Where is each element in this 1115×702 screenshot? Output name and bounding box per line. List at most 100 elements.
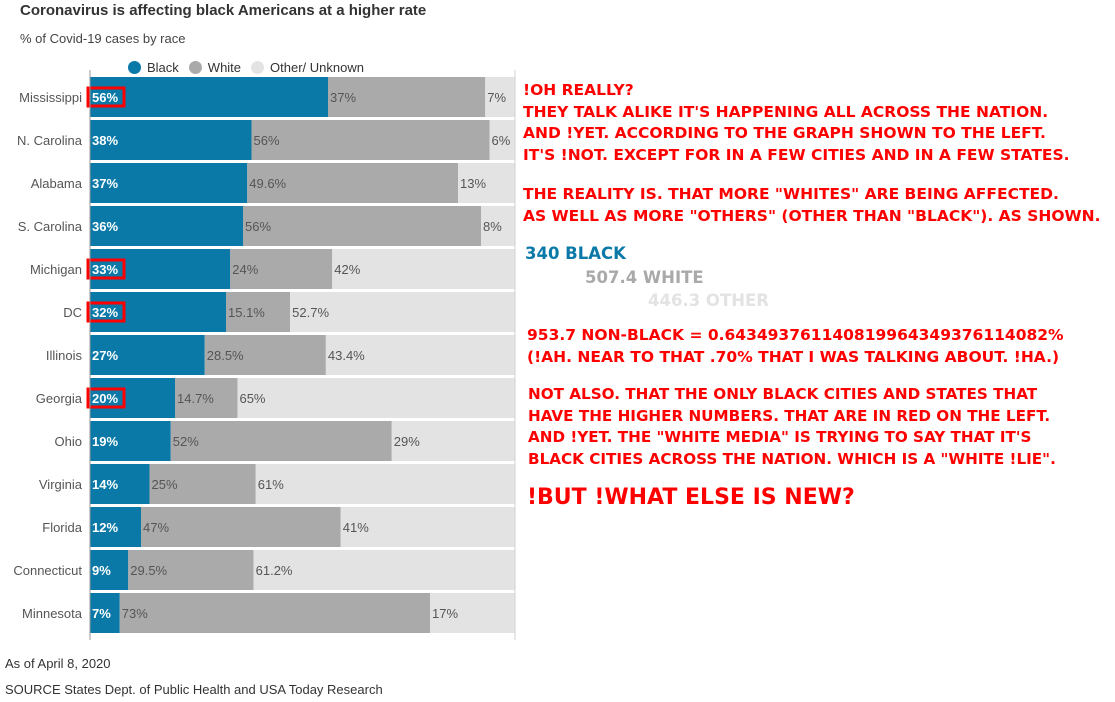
bar-white-n-carolina — [251, 120, 490, 160]
bar-black-alabama — [90, 163, 248, 203]
stat-black: 340 BLACK — [525, 244, 626, 263]
data-label-black-illinois: 27% — [92, 348, 118, 363]
bar-white-florida — [141, 507, 341, 547]
stat-other: 446.3 OTHER — [648, 291, 770, 310]
data-label-other-georgia: 65% — [239, 391, 265, 406]
data-label-other-virginia: 61% — [258, 477, 284, 492]
data-label-black-mississippi: 56% — [92, 90, 118, 105]
chart-title: Coronavirus is affecting black Americans… — [20, 2, 427, 19]
bar-other-connecticut — [253, 550, 515, 590]
bar-other-michigan — [332, 249, 515, 289]
bar-other-n-carolina — [489, 120, 515, 160]
bar-white-alabama — [247, 163, 459, 203]
bar-black-connecticut — [90, 550, 129, 590]
data-label-white-dc: 15.1% — [228, 305, 265, 320]
data-label-black-florida: 12% — [92, 520, 118, 535]
data-label-other-mississippi: 7% — [487, 90, 506, 105]
data-label-other-connecticut: 61.2% — [256, 563, 293, 578]
data-label-white-alabama: 49.6% — [249, 176, 286, 191]
data-label-black-n-carolina: 38% — [92, 133, 118, 148]
legend-item-white: White — [188, 59, 242, 75]
category-label-dc: DC — [63, 305, 82, 320]
annotation-closing: !BUT !WHAT ELSE IS NEW? — [527, 485, 855, 510]
category-label-mississippi: Mississippi — [19, 90, 82, 105]
data-label-white-s-carolina: 56% — [245, 219, 271, 234]
bar-white-ohio — [170, 421, 392, 461]
data-label-other-michigan: 42% — [334, 262, 360, 277]
legend-swatch-other — [251, 60, 265, 74]
bar-white-georgia — [175, 378, 238, 418]
bar-black-mississippi — [90, 77, 328, 117]
data-label-other-ohio: 29% — [394, 434, 420, 449]
bar-black-georgia — [90, 378, 175, 418]
category-label-s-carolina: S. Carolina — [18, 219, 83, 234]
highlight-box-georgia — [86, 387, 126, 409]
data-label-black-minnesota: 7% — [92, 606, 111, 621]
legend-swatch-black — [128, 60, 141, 74]
category-label-virginia: Virginia — [39, 477, 83, 492]
category-label-michigan: Michigan — [30, 262, 82, 277]
bar-white-minnesota — [119, 593, 430, 633]
category-label-minnesota: Minnesota — [22, 606, 83, 621]
legend-label-white: White — [207, 59, 242, 75]
bar-white-dc — [226, 292, 291, 332]
data-label-black-virginia: 14% — [92, 477, 118, 492]
annotation-block-1: !OH REALLY? THEY TALK ALIKE IT'S HAPPENI… — [523, 81, 1070, 164]
data-label-black-s-carolina: 36% — [92, 219, 118, 234]
bar-other-florida — [340, 507, 515, 547]
annotation-block-2: THE REALITY IS. THAT MORE "WHITES" ARE B… — [523, 185, 1101, 225]
bar-other-georgia — [237, 378, 515, 418]
bar-black-illinois — [90, 335, 205, 375]
data-label-black-alabama: 37% — [92, 176, 118, 191]
bar-other-virginia — [255, 464, 515, 504]
data-label-other-s-carolina: 8% — [483, 219, 502, 234]
bar-black-dc — [90, 292, 226, 332]
data-label-other-alabama: 13% — [460, 176, 486, 191]
bar-white-illinois — [204, 335, 326, 375]
annotation-block-3-line-2: (!AH. NEAR TO THAT .70% THAT I WAS TALKI… — [527, 348, 1060, 366]
data-label-white-mississippi: 37% — [330, 90, 356, 105]
bar-other-minnesota — [430, 593, 515, 633]
data-label-black-georgia: 20% — [92, 391, 118, 406]
data-label-white-illinois: 28.5% — [207, 348, 244, 363]
data-label-white-virginia: 25% — [152, 477, 178, 492]
legend-item-other: Other/ Unknown — [251, 60, 364, 75]
footer-date: As of April 8, 2020 — [5, 656, 111, 671]
category-label-georgia: Georgia — [36, 391, 83, 406]
data-label-white-michigan: 24% — [232, 262, 258, 277]
data-label-other-n-carolina: 6% — [492, 133, 511, 148]
data-label-other-dc: 52.7% — [292, 305, 329, 320]
bar-white-connecticut — [128, 550, 254, 590]
data-label-white-connecticut: 29.5% — [130, 563, 167, 578]
data-label-white-georgia: 14.7% — [177, 391, 214, 406]
category-label-n-carolina: N. Carolina — [17, 133, 83, 148]
chart-legend: Black White Other/ Unknown — [128, 59, 374, 75]
data-label-white-n-carolina: 56% — [254, 133, 280, 148]
bar-white-s-carolina — [243, 206, 481, 246]
bar-black-n-carolina — [90, 120, 252, 160]
bar-other-alabama — [458, 163, 515, 203]
data-label-black-michigan: 33% — [92, 262, 118, 277]
data-label-black-connecticut: 9% — [92, 563, 111, 578]
bar-white-virginia — [149, 464, 256, 504]
data-label-white-florida: 47% — [143, 520, 169, 535]
bar-black-michigan — [90, 249, 231, 289]
legend-label-black: Black — [147, 59, 179, 75]
category-label-alabama: Alabama — [31, 176, 83, 191]
category-label-florida: Florida — [42, 520, 83, 535]
data-label-white-minnesota: 73% — [122, 606, 148, 621]
bar-white-mississippi — [328, 77, 486, 117]
highlight-box-mississippi — [86, 86, 126, 108]
annotation-block-4: NOT ALSO. THAT THE ONLY BLACK CITIES AND… — [528, 385, 1056, 468]
bar-other-s-carolina — [481, 206, 515, 246]
data-label-other-florida: 41% — [343, 520, 369, 535]
bar-other-mississippi — [485, 77, 515, 117]
data-label-other-illinois: 43.4% — [328, 348, 365, 363]
footer-source: SOURCE States Dept. of Public Health and… — [5, 682, 383, 697]
legend-label-other: Other/ Unknown — [270, 59, 364, 75]
category-label-connecticut: Connecticut — [13, 563, 82, 578]
bar-black-s-carolina — [90, 206, 243, 246]
category-label-ohio: Ohio — [55, 434, 82, 449]
legend-swatch-white — [188, 60, 202, 74]
annotation-block-3-line-1: 953.7 NON-BLACK = 0.64349376114081996434… — [527, 326, 1064, 344]
